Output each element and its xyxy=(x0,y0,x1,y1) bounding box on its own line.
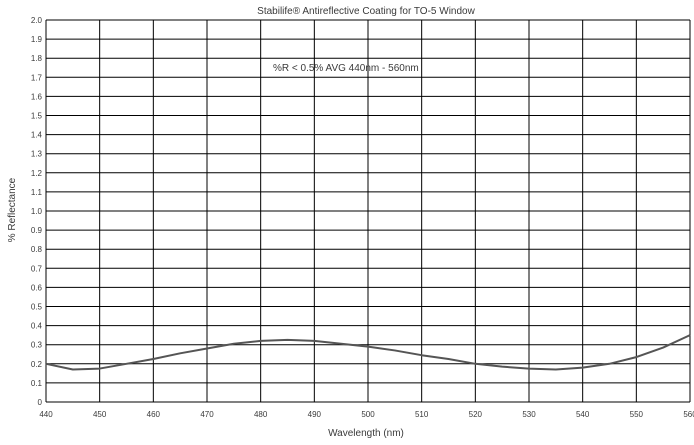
grid xyxy=(45,19,691,403)
y-tick-label: 1.3 xyxy=(31,150,43,159)
y-axis-label: % Reflectance xyxy=(7,177,18,242)
x-tick-label: 540 xyxy=(576,410,590,419)
y-tick-label: 1.5 xyxy=(31,112,43,121)
y-tick-label: 1.4 xyxy=(31,131,43,140)
y-tick-label: 0.5 xyxy=(31,303,43,312)
x-axis-label: Wavelength (nm) xyxy=(328,428,404,439)
y-tick-label: 2.0 xyxy=(31,16,43,25)
y-tick-label: 0.6 xyxy=(31,283,43,292)
series-line xyxy=(45,334,691,371)
x-tick-label: 550 xyxy=(630,410,644,419)
y-tick-label: 0.7 xyxy=(31,264,43,273)
y-tick-label: 0 xyxy=(38,398,43,407)
y-tick-label: 0.1 xyxy=(31,379,43,388)
x-tick-label: 450 xyxy=(93,410,107,419)
y-tick-label: 1.9 xyxy=(31,35,43,44)
y-tick-label: 0.4 xyxy=(31,322,43,331)
y-tick-label: 1.0 xyxy=(31,207,43,216)
y-axis-ticks: 0 0.1 0.2 0.3 0.4 0.5 0.6 0.7 0.8 0.9 1.0 1.1 1.2 1.3… xyxy=(31,16,43,407)
x-tick-label: 490 xyxy=(308,410,322,419)
y-tick-label: 1.8 xyxy=(31,54,43,63)
x-tick-label: 480 xyxy=(254,410,268,419)
y-tick-label: 0.3 xyxy=(31,341,43,350)
x-tick-label: 510 xyxy=(415,410,429,419)
y-tick-label: 0.2 xyxy=(31,360,43,369)
y-tick-label: 1.1 xyxy=(31,188,43,197)
x-tick-label: 560 xyxy=(683,410,694,419)
x-tick-label: 530 xyxy=(522,410,536,419)
x-tick-label: 460 xyxy=(147,410,161,419)
x-tick-label: 440 xyxy=(39,410,53,419)
y-tick-label: 1.7 xyxy=(31,73,43,82)
y-tick-label: 0.9 xyxy=(31,226,43,235)
series-layer xyxy=(45,334,691,371)
x-tick-label: 500 xyxy=(361,410,375,419)
x-axis-ticks: 440 450 460 470 480 490 500 510 520 530 540 550 560 xyxy=(39,410,694,419)
y-tick-label: 1.2 xyxy=(31,169,43,178)
chart-title: Stabilife® Antireflective Coating for TO… xyxy=(257,6,475,17)
x-tick-label: 470 xyxy=(200,410,214,419)
x-tick-label: 520 xyxy=(469,410,483,419)
y-tick-label: 0.8 xyxy=(31,245,43,254)
annotation-text: %R < 0.5% AVG 440nm - 560nm xyxy=(273,63,419,74)
y-tick-label: 1.6 xyxy=(31,92,43,101)
